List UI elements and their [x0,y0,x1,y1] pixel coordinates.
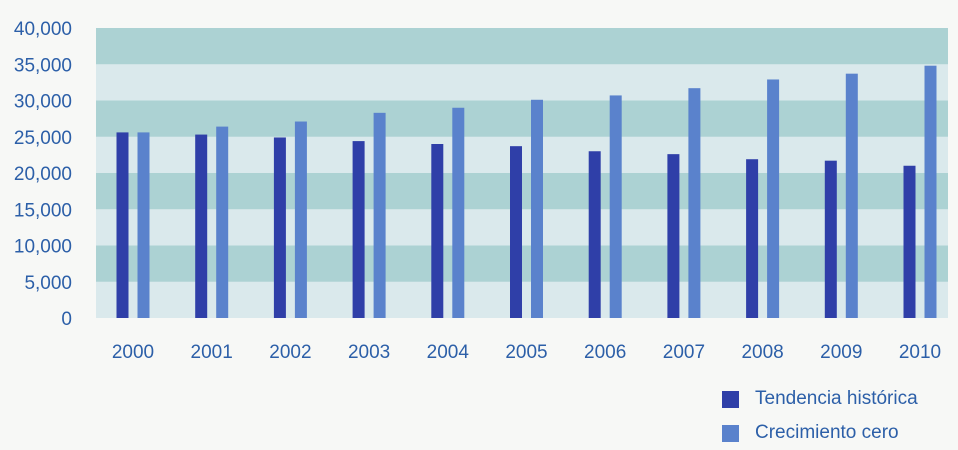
bar-tendencia-historica [824,160,837,318]
legend-item-tendencia: Tendencia histórica [722,382,918,416]
y-tick-label: 40,000 [14,19,72,40]
bar-crecimiento-cero [137,132,150,318]
bar-tendencia-historica [352,141,365,318]
legend: Tendencia histórica Crecimiento cero [722,382,918,450]
bar-crecimiento-cero [609,95,622,318]
legend-swatch-tendencia [722,390,739,408]
bar-crecimiento-cero [294,121,307,319]
x-tick-label: 2004 [427,342,470,363]
bars [116,65,937,319]
x-tick-label: 2000 [112,342,154,363]
grid-band [96,64,948,101]
chart-canvas: 0 5,000 10,000 15,000 20,000 25,000 30,000 35,0… [14,19,948,363]
x-tick-label: 2009 [820,342,862,363]
x-tick-label: 2002 [269,342,311,363]
legend-label-tendencia: Tendencia histórica [755,388,918,409]
y-tick-label: 10,000 [14,237,72,258]
bar-tendencia-historica [273,137,286,318]
y-tick-label: 0 [61,309,72,330]
bar-tendencia-historica [903,165,916,318]
y-tick-label: 35,000 [14,55,72,76]
bar-tendencia-historica [116,132,129,318]
y-tick-label: 5,000 [24,273,72,294]
y-tick-label: 15,000 [14,200,72,221]
x-tick-label: 2005 [505,342,547,363]
x-tick-label: 2008 [741,342,783,363]
bar-crecimiento-cero [216,126,229,318]
bar-crecimiento-cero [373,112,386,318]
legend-swatch-crecimiento [722,424,739,442]
bar-tendencia-historica [195,134,208,318]
grid-band [96,28,948,65]
x-axis-ticks: 2000 2001 2002 2003 2004 2005 2006 2007 2008 2009… [112,342,941,363]
y-tick-label: 25,000 [14,128,72,149]
bar-tendencia-historica [510,146,522,318]
x-tick-label: 2007 [663,342,705,363]
bar-crecimiento-cero [767,79,780,318]
bar-crecimiento-cero [688,88,701,318]
legend-item-crecimiento: Crecimiento cero [722,416,918,450]
x-tick-label: 2003 [348,342,390,363]
bar-tendencia-historica [746,159,759,318]
bar-crecimiento-cero [531,99,543,319]
y-tick-label: 20,000 [14,164,72,185]
y-axis-ticks: 0 5,000 10,000 15,000 20,000 25,000 30,000 35,0… [14,19,72,330]
bar-chart: 0 5,000 10,000 15,000 20,000 25,000 30,000 35,0… [14,19,948,443]
x-tick-label: 2006 [584,342,626,363]
x-tick-label: 2010 [899,342,941,363]
grid-band [96,100,948,137]
bar-tendencia-historica [431,144,444,318]
bar-tendencia-historica [588,151,601,318]
y-tick-label: 30,000 [14,92,72,113]
bar-crecimiento-cero [845,73,858,318]
x-tick-label: 2001 [191,342,233,363]
bar-tendencia-historica [667,154,680,318]
legend-label-crecimiento: Crecimiento cero [755,422,899,443]
bar-crecimiento-cero [452,107,465,318]
bar-crecimiento-cero [924,65,937,318]
